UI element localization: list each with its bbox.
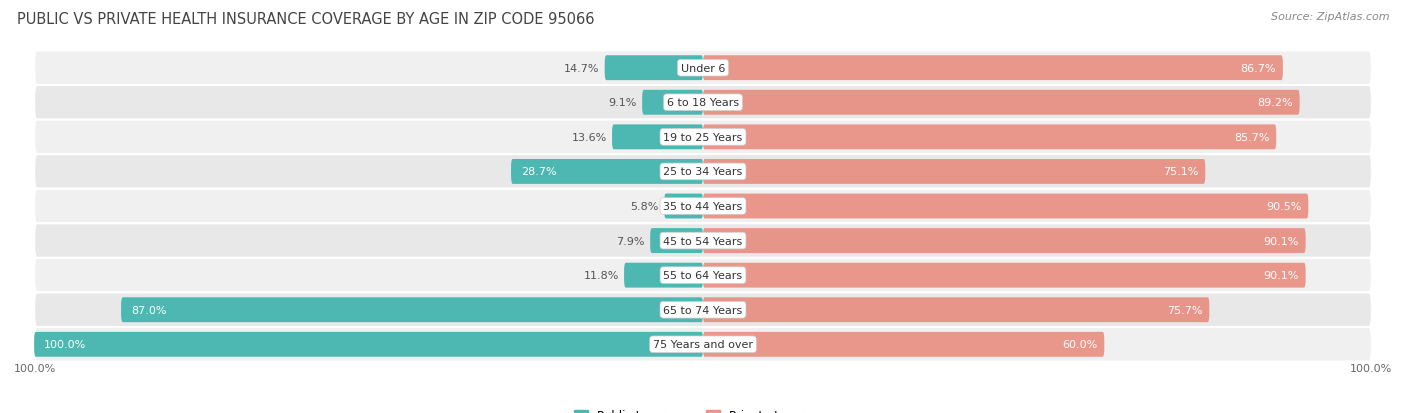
FancyBboxPatch shape xyxy=(34,332,703,357)
FancyBboxPatch shape xyxy=(703,263,1306,288)
Text: 55 to 64 Years: 55 to 64 Years xyxy=(664,271,742,280)
Text: 75.1%: 75.1% xyxy=(1163,167,1199,177)
Text: 35 to 44 Years: 35 to 44 Years xyxy=(664,202,742,211)
FancyBboxPatch shape xyxy=(703,228,1306,254)
Text: 89.2%: 89.2% xyxy=(1257,98,1294,108)
FancyBboxPatch shape xyxy=(34,189,1372,224)
FancyBboxPatch shape xyxy=(605,56,703,81)
Text: 90.1%: 90.1% xyxy=(1264,236,1299,246)
FancyBboxPatch shape xyxy=(703,159,1205,185)
FancyBboxPatch shape xyxy=(510,159,703,185)
Text: 19 to 25 Years: 19 to 25 Years xyxy=(664,133,742,142)
Text: 45 to 54 Years: 45 to 54 Years xyxy=(664,236,742,246)
FancyBboxPatch shape xyxy=(34,327,1372,362)
FancyBboxPatch shape xyxy=(34,86,1372,120)
Text: 65 to 74 Years: 65 to 74 Years xyxy=(664,305,742,315)
FancyBboxPatch shape xyxy=(650,228,703,254)
Text: 9.1%: 9.1% xyxy=(609,98,637,108)
Text: 87.0%: 87.0% xyxy=(131,305,167,315)
Text: 100.0%: 100.0% xyxy=(1350,363,1392,373)
Text: Source: ZipAtlas.com: Source: ZipAtlas.com xyxy=(1271,12,1389,22)
Text: 28.7%: 28.7% xyxy=(522,167,557,177)
Text: 7.9%: 7.9% xyxy=(616,236,645,246)
FancyBboxPatch shape xyxy=(34,120,1372,155)
FancyBboxPatch shape xyxy=(34,51,1372,86)
FancyBboxPatch shape xyxy=(34,224,1372,258)
FancyBboxPatch shape xyxy=(703,90,1299,116)
Legend: Public Insurance, Private Insurance: Public Insurance, Private Insurance xyxy=(569,404,837,413)
Text: 25 to 34 Years: 25 to 34 Years xyxy=(664,167,742,177)
Text: 90.5%: 90.5% xyxy=(1267,202,1302,211)
Text: 5.8%: 5.8% xyxy=(630,202,659,211)
Text: 6 to 18 Years: 6 to 18 Years xyxy=(666,98,740,108)
Text: 100.0%: 100.0% xyxy=(44,339,86,349)
Text: 13.6%: 13.6% xyxy=(571,133,606,142)
Text: 75 Years and over: 75 Years and over xyxy=(652,339,754,349)
FancyBboxPatch shape xyxy=(703,332,1104,357)
Text: 86.7%: 86.7% xyxy=(1240,64,1277,74)
Text: PUBLIC VS PRIVATE HEALTH INSURANCE COVERAGE BY AGE IN ZIP CODE 95066: PUBLIC VS PRIVATE HEALTH INSURANCE COVER… xyxy=(17,12,595,27)
FancyBboxPatch shape xyxy=(664,194,703,219)
FancyBboxPatch shape xyxy=(703,56,1282,81)
Text: 75.7%: 75.7% xyxy=(1167,305,1202,315)
FancyBboxPatch shape xyxy=(624,263,703,288)
Text: 100.0%: 100.0% xyxy=(14,363,56,373)
Text: 14.7%: 14.7% xyxy=(564,64,599,74)
Text: 90.1%: 90.1% xyxy=(1264,271,1299,280)
Text: Under 6: Under 6 xyxy=(681,64,725,74)
FancyBboxPatch shape xyxy=(703,297,1209,323)
Text: 85.7%: 85.7% xyxy=(1234,133,1270,142)
Text: 11.8%: 11.8% xyxy=(583,271,619,280)
FancyBboxPatch shape xyxy=(612,125,703,150)
FancyBboxPatch shape xyxy=(643,90,703,116)
FancyBboxPatch shape xyxy=(703,194,1309,219)
FancyBboxPatch shape xyxy=(703,125,1277,150)
FancyBboxPatch shape xyxy=(34,258,1372,293)
FancyBboxPatch shape xyxy=(34,293,1372,327)
FancyBboxPatch shape xyxy=(121,297,703,323)
FancyBboxPatch shape xyxy=(34,155,1372,189)
Text: 60.0%: 60.0% xyxy=(1063,339,1098,349)
